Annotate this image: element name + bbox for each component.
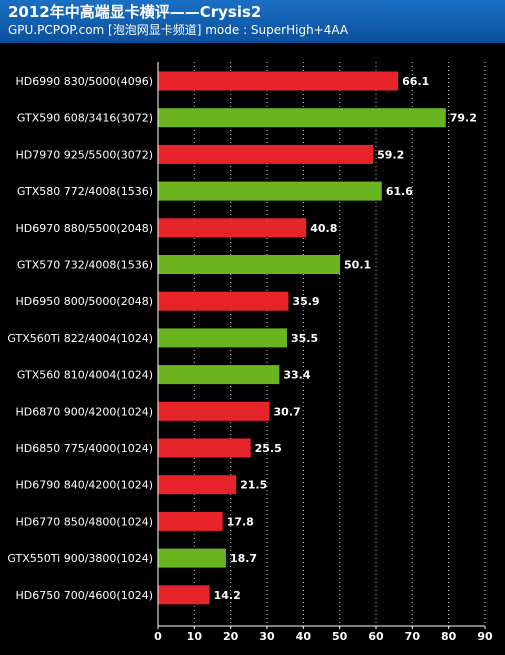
- x-tick-label: 40: [296, 630, 312, 643]
- bar: [158, 401, 270, 421]
- data-label: 14.2: [214, 589, 241, 602]
- bar: [158, 255, 341, 274]
- bar-chart: HD6990 830/5000(4096) 66.1 GTX590 608/3416…: [7, 62, 493, 643]
- data-label: 61.6: [386, 185, 413, 198]
- category-label: HD6850 775/4000(1024): [15, 442, 153, 455]
- x-tick-label: 90: [477, 630, 493, 643]
- category-label: HD6950 800/5000(2048): [15, 295, 153, 308]
- category-label: HD6970 880/5500(2048): [15, 222, 153, 235]
- data-label: 35.5: [291, 332, 318, 345]
- bar: [158, 365, 280, 385]
- x-tick-label: 30: [259, 630, 275, 643]
- category-label: GTX570 732/4008(1536): [17, 259, 153, 272]
- bar: [158, 218, 307, 238]
- data-label: 35.9: [292, 295, 319, 308]
- data-label: 17.8: [227, 515, 254, 528]
- data-label: 50.1: [344, 259, 371, 272]
- x-tick-label: 80: [441, 630, 457, 643]
- bar: [158, 475, 237, 495]
- data-label: 59.2: [377, 148, 404, 161]
- category-label: HD6770 850/4800(1024): [15, 515, 153, 528]
- bar: [158, 548, 226, 568]
- category-label: GTX580 772/4008(1536): [17, 185, 153, 198]
- category-label: HD6870 900/4200(1024): [15, 405, 153, 418]
- chart-title: 2012年中高端显卡横评——Crysis2: [8, 3, 262, 21]
- x-tick-label: 10: [187, 630, 203, 643]
- data-label: 40.8: [310, 222, 337, 235]
- category-label: GTX590 608/3416(3072): [17, 112, 153, 125]
- category-label: GTX560Ti 822/4004(1024): [7, 332, 153, 345]
- bar: [158, 438, 251, 458]
- data-label: 33.4: [283, 369, 310, 382]
- category-label: GTX560 810/4004(1024): [17, 369, 153, 382]
- bar: [158, 291, 289, 311]
- bar: [158, 144, 374, 164]
- category-label: GTX550Ti 900/3800(1024): [7, 552, 153, 565]
- category-label: HD6750 700/4600(1024): [15, 589, 153, 602]
- data-label: 66.1: [402, 75, 429, 88]
- data-label: 21.5: [240, 479, 267, 492]
- bar: [158, 71, 399, 91]
- bar: [158, 328, 287, 348]
- data-label: 18.7: [230, 552, 257, 565]
- chart-subtitle: GPU.PCPOP.com [泡泡网显卡频道] mode : SuperHigh…: [8, 23, 349, 37]
- x-tick-label: 60: [368, 630, 384, 643]
- chart-header: 2012年中高端显卡横评——Crysis2 GPU.PCPOP.com [泡泡网…: [0, 0, 505, 43]
- bar: [158, 181, 382, 201]
- bar: [158, 511, 223, 531]
- bar: [158, 585, 210, 605]
- x-tick-label: 20: [223, 630, 239, 643]
- data-label: 30.7: [274, 405, 301, 418]
- data-label: 79.2: [450, 112, 477, 125]
- bar: [158, 108, 446, 128]
- x-tick-label: 70: [405, 630, 421, 643]
- category-label: HD7970 925/5500(3072): [15, 148, 153, 161]
- data-label: 25.5: [255, 442, 282, 455]
- category-label: HD6990 830/5000(4096): [15, 75, 153, 88]
- category-label: HD6790 840/4200(1024): [15, 479, 153, 492]
- x-tick-label: 50: [332, 630, 348, 643]
- x-tick-label: 0: [154, 630, 162, 643]
